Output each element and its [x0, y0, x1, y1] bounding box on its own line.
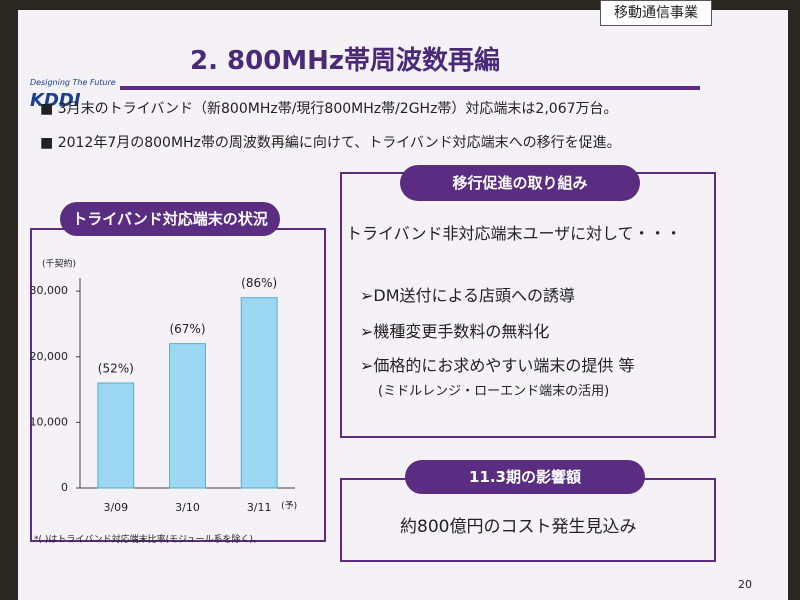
- x-tick-label: 3/10: [175, 501, 200, 514]
- title-rule: [120, 86, 700, 90]
- y-tick-label: 20,000: [30, 350, 68, 363]
- bullet-text: 3月末のトライバンド（新800MHz帯/現行800MHz帯/2GHz帯）対応端末…: [57, 101, 618, 117]
- y-tick-label: 0: [61, 481, 68, 494]
- y-tick-label: 30,000: [30, 284, 68, 297]
- bar: [97, 382, 135, 489]
- lead-text: トライバンド非対応端末ユーザに対して・・・: [346, 224, 682, 243]
- chart: (千契約) 0 10,000 20,000 30,000 3/09 (52%) 3/10 (67…: [30, 258, 297, 515]
- bullet: ■ 3月末のトライバンド（新800MHz帯/現行800MHz帯/2GHz帯）対応…: [40, 101, 618, 117]
- section-tag: 移動通信事業: [600, 0, 712, 26]
- panel-heading: 移行促進の取り組み: [400, 165, 640, 201]
- unit-label: (千契約): [42, 258, 76, 270]
- footnote: *( )はトライバンド対応端末比率(モジュール系を除く)。: [34, 535, 263, 545]
- bar: [240, 297, 278, 489]
- bullet-text: 2012年7月の800MHz帯の周波数再編に向けて、トライバンド対応端末への移行…: [57, 135, 621, 151]
- bar-annotation: (86%): [241, 276, 277, 290]
- panel-heading: 11.3期の影響額: [405, 460, 645, 494]
- forecast-mark: (予): [281, 501, 297, 512]
- measure-item: ➢DM送付による店頭への誘導: [360, 286, 576, 305]
- panel-heading: トライバンド対応端末の状況: [60, 202, 280, 236]
- bullet: ■ 2012年7月の800MHz帯の周波数再編に向けて、トライバンド対応端末への…: [40, 135, 621, 151]
- x-tick-label: 3/11: [247, 501, 272, 514]
- sub-note: (ミドルレンジ・ローエンド端末の活用): [378, 384, 610, 399]
- impact-text: 約800億円のコスト発生見込み: [400, 517, 637, 537]
- x-tick-label: 3/09: [103, 501, 128, 514]
- logo-tagline: Designing The Future: [30, 78, 116, 87]
- measure-item: ➢価格的にお求めやすい端末の提供 等: [360, 356, 635, 375]
- bar-annotation: (67%): [169, 322, 205, 336]
- page-number: 20: [738, 578, 752, 591]
- y-tick-label: 10,000: [30, 415, 68, 428]
- slide: [18, 10, 788, 600]
- logo: KDDI: [30, 90, 81, 111]
- slide-title: 2. 800MHz帯周波数再編: [190, 46, 501, 76]
- measure-item: ➢機種変更手数料の無料化: [360, 322, 550, 341]
- bar-annotation: (52%): [98, 362, 134, 376]
- bar: [169, 343, 206, 489]
